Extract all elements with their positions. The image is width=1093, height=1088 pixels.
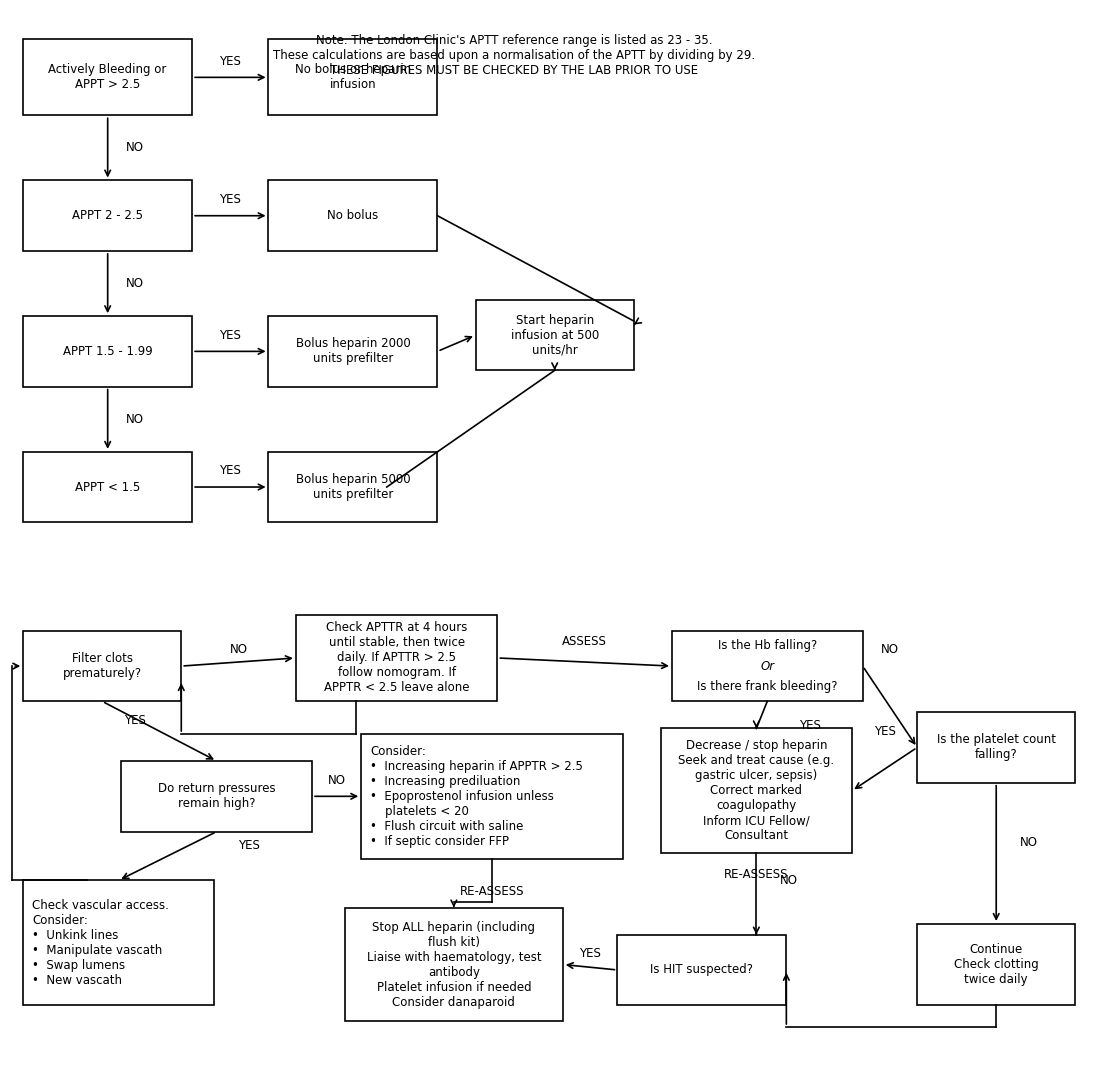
FancyBboxPatch shape [23,39,192,115]
Text: APPT 1.5 - 1.99: APPT 1.5 - 1.99 [62,345,153,358]
Text: Stop ALL heparin (including
flush kit)
Liaise with haematology, test
antibody
Pl: Stop ALL heparin (including flush kit) L… [366,920,541,1009]
Text: Is there frank bleeding?: Is there frank bleeding? [697,680,837,693]
Text: Do return pressures
remain high?: Do return pressures remain high? [157,782,275,811]
Text: NO: NO [126,412,144,425]
FancyBboxPatch shape [917,713,1076,782]
FancyBboxPatch shape [23,631,181,702]
Text: NO: NO [126,141,144,154]
FancyBboxPatch shape [618,935,786,1005]
Text: YES: YES [799,719,821,732]
FancyBboxPatch shape [269,452,437,522]
Text: YES: YES [220,54,242,67]
Text: Actively Bleeding or
APPT > 2.5: Actively Bleeding or APPT > 2.5 [48,63,167,91]
Text: NO: NO [881,643,898,656]
Text: Bolus heparin 5000
units prefilter: Bolus heparin 5000 units prefilter [296,473,410,502]
FancyBboxPatch shape [661,729,851,853]
FancyBboxPatch shape [269,317,437,386]
Text: YES: YES [124,714,145,727]
Text: Check APTTR at 4 hours
until stable, then twice
daily. If APTTR > 2.5
follow nom: Check APTTR at 4 hours until stable, the… [324,621,469,694]
Text: APPT < 1.5: APPT < 1.5 [75,481,140,494]
Text: NO: NO [780,874,798,887]
Text: YES: YES [873,725,895,738]
Text: Note. The London Clinic's APTT reference range is listed as 23 - 35.
These calcu: Note. The London Clinic's APTT reference… [273,34,755,77]
Text: YES: YES [220,193,242,206]
Text: Bolus heparin 2000
units prefilter: Bolus heparin 2000 units prefilter [295,337,410,366]
Text: YES: YES [238,839,260,852]
FancyBboxPatch shape [23,317,192,386]
Text: NO: NO [328,774,345,787]
FancyBboxPatch shape [917,924,1076,1005]
FancyBboxPatch shape [269,181,437,251]
Text: No bolus: No bolus [328,209,378,222]
Text: Is HIT suspected?: Is HIT suspected? [650,964,753,976]
FancyBboxPatch shape [296,615,497,702]
FancyBboxPatch shape [672,631,862,702]
Text: YES: YES [579,948,601,961]
Text: NO: NO [126,277,144,290]
Text: YES: YES [220,465,242,478]
FancyBboxPatch shape [23,181,192,251]
Text: YES: YES [220,329,242,342]
Text: Continue
Check clotting
twice daily: Continue Check clotting twice daily [954,943,1038,986]
Text: Filter clots
prematurely?: Filter clots prematurely? [62,652,142,680]
Text: No bolus or heparin
infusion: No bolus or heparin infusion [295,63,411,91]
FancyBboxPatch shape [121,761,313,831]
Text: ASSESS: ASSESS [562,635,607,648]
Text: Start heparin
infusion at 500
units/hr: Start heparin infusion at 500 units/hr [510,313,599,357]
Text: Decrease / stop heparin
Seek and treat cause (e.g.
gastric ulcer, sepsis)
Correc: Decrease / stop heparin Seek and treat c… [679,740,834,842]
FancyBboxPatch shape [23,880,214,1005]
FancyBboxPatch shape [269,39,437,115]
Text: Or: Or [761,659,774,672]
Text: Is the platelet count
falling?: Is the platelet count falling? [937,733,1056,762]
Text: Consider:
•  Increasing heparin if APPTR > 2.5
•  Increasing prediluation
•  Epo: Consider: • Increasing heparin if APPTR … [369,745,583,848]
Text: RE-ASSESS: RE-ASSESS [460,885,525,898]
Text: RE-ASSESS: RE-ASSESS [725,868,789,881]
FancyBboxPatch shape [361,734,623,858]
FancyBboxPatch shape [344,907,563,1022]
Text: Is the Hb falling?: Is the Hb falling? [718,640,816,653]
Text: APPT 2 - 2.5: APPT 2 - 2.5 [72,209,143,222]
Text: NO: NO [230,643,247,656]
Text: Check vascular access.
Consider:
•  Unkink lines
•  Manipulate vascath
•  Swap l: Check vascular access. Consider: • Unkin… [32,899,168,987]
FancyBboxPatch shape [475,300,634,370]
FancyBboxPatch shape [23,452,192,522]
Text: NO: NO [1020,836,1038,849]
